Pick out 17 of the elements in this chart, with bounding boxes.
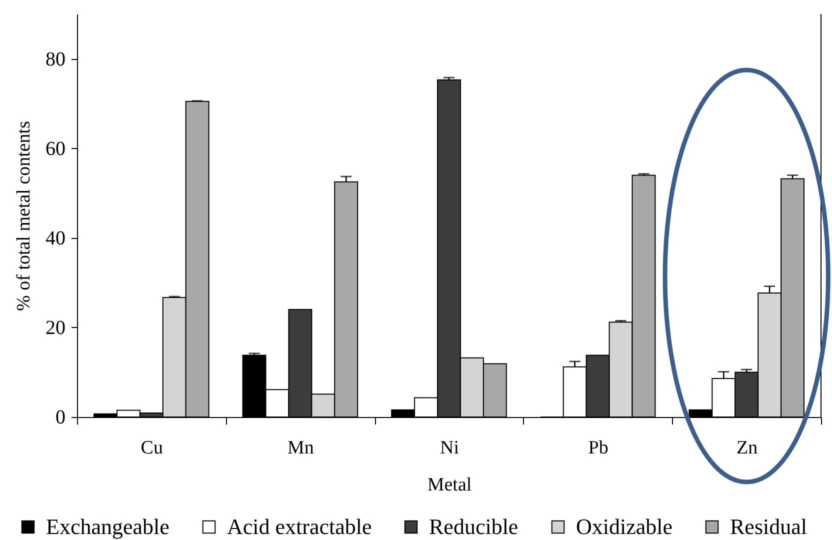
legend-label: Residual	[730, 514, 807, 539]
legend-label: Acid extractable	[227, 514, 372, 539]
y-tick-label: 0	[56, 406, 66, 428]
x-tick-label: Pb	[588, 438, 608, 458]
y-tick-label: 40	[46, 227, 66, 250]
y-tick-label: 80	[46, 48, 66, 70]
legend-label: Oxidizable	[576, 514, 673, 539]
legend-label: Reducible	[429, 514, 518, 539]
x-tick-label: Zn	[736, 438, 758, 458]
y-axis-title: % of total metal contents	[14, 121, 34, 311]
legend-label: Exchangeable	[46, 514, 170, 539]
x-tick-label: Mn	[287, 438, 314, 458]
x-tick-label: Ni	[440, 438, 459, 458]
x-tick-label: Cu	[140, 438, 164, 458]
y-tick-label: 20	[46, 316, 66, 339]
x-axis-title: Metal	[427, 474, 472, 496]
y-tick-label: 60	[46, 138, 66, 160]
